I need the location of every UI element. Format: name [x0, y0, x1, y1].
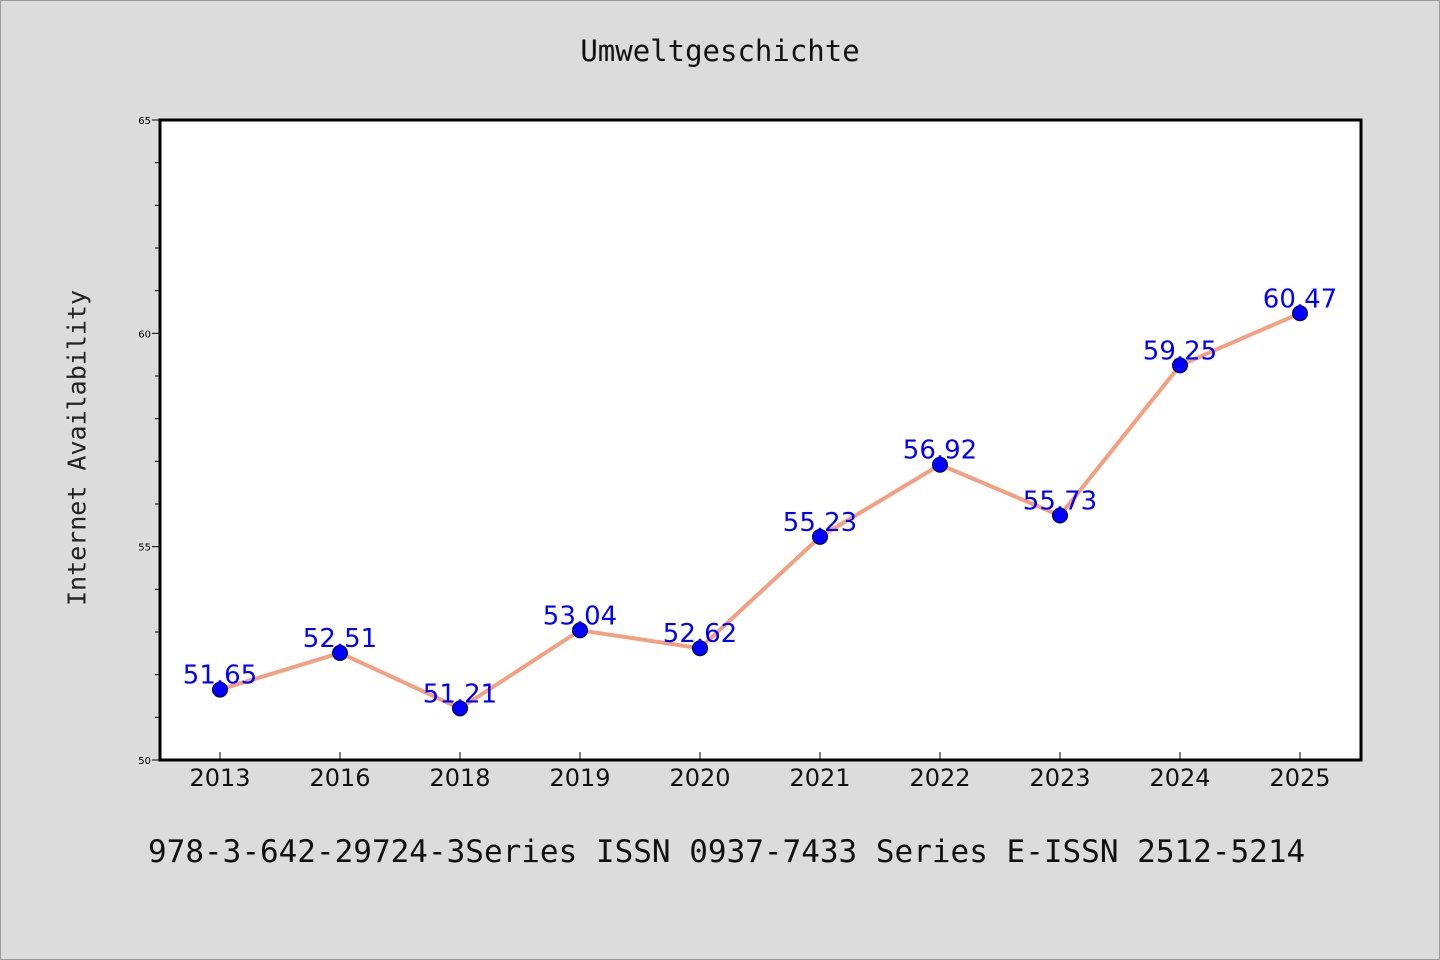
y-tick-label: 65	[138, 116, 151, 127]
data-point	[572, 622, 588, 639]
data-point	[452, 700, 468, 717]
x-tick-label: 2022	[909, 764, 970, 792]
x-tick-label: 2020	[669, 764, 730, 792]
data-label: 51.21	[423, 679, 497, 709]
x-tick-label: 2024	[1149, 764, 1210, 792]
series-group: 51.65 52.51 51.21 53.04 52.62 55.23 56.92 55.73…	[183, 284, 1337, 717]
x-tick-label: 2013	[189, 764, 250, 792]
data-label: 59.25	[1143, 336, 1217, 366]
data-label: 56.92	[903, 436, 977, 466]
data-label: 52.62	[663, 619, 737, 649]
chart-title: Umweltgeschichte	[580, 34, 860, 68]
data-point	[212, 681, 228, 698]
data-label: 55.73	[1023, 487, 1097, 517]
data-label: 55.23	[783, 508, 857, 538]
data-point	[1172, 357, 1188, 374]
data-point	[692, 640, 708, 657]
y-tick-label: 50	[138, 756, 151, 767]
data-label: 52.51	[303, 624, 377, 654]
isbn-footer: 978-3-642-29724-3Series ISSN 0937-7433 S…	[148, 834, 1306, 870]
data-point	[932, 456, 948, 473]
x-tick-label: 2018	[429, 764, 490, 792]
x-tick-label: 2021	[789, 764, 850, 792]
data-label: 60.47	[1263, 284, 1337, 314]
data-label: 51.65	[183, 661, 257, 691]
data-point	[332, 644, 348, 661]
data-point	[1292, 305, 1308, 322]
y-tick-label: 60	[138, 329, 151, 340]
x-tick-label: 2019	[549, 764, 610, 792]
y-axis-ticks: 50 55 60 65	[138, 116, 160, 767]
data-label: 53.04	[543, 601, 617, 631]
data-point	[1052, 507, 1068, 524]
x-tick-label: 2016	[309, 764, 370, 792]
x-tick-label: 2025	[1269, 764, 1330, 792]
x-tick-label: 2023	[1029, 764, 1090, 792]
x-axis-ticks: 2013 2016 2018 2019 2020 2021 2022 2023 2024 2025	[189, 752, 1331, 792]
y-tick-label: 55	[138, 543, 151, 554]
plot-area	[158, 118, 1363, 762]
series-line	[218, 311, 1302, 711]
data-point	[812, 528, 828, 545]
